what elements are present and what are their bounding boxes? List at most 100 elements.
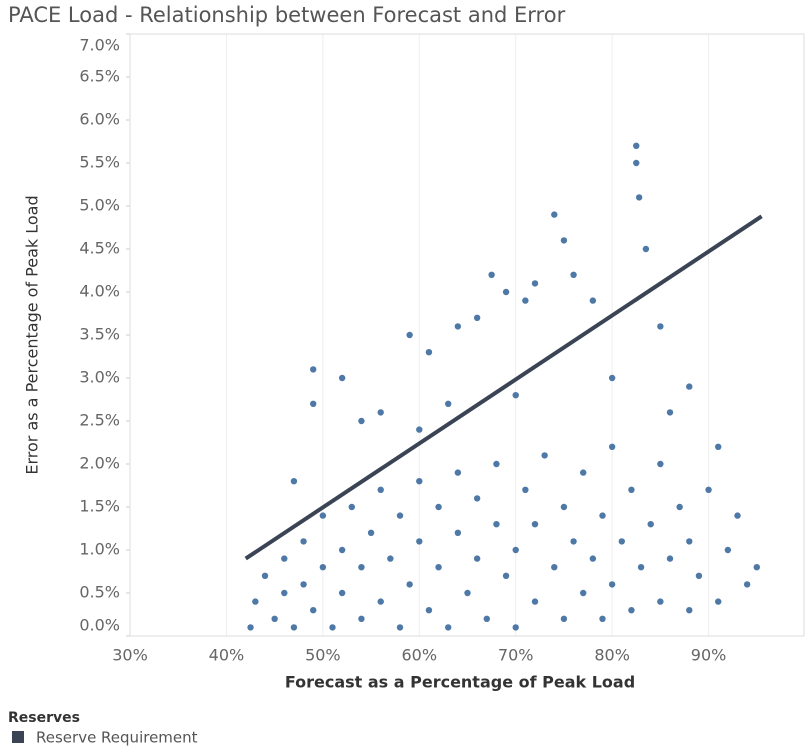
scatter-point xyxy=(416,538,423,545)
scatter-point xyxy=(454,529,462,536)
scatter-point xyxy=(657,323,664,330)
scatter-point xyxy=(580,469,587,476)
y-tick-label: 6.5% xyxy=(79,67,120,86)
scatter-point xyxy=(531,280,539,287)
scatter-point xyxy=(387,555,394,562)
scatter-point xyxy=(647,521,654,528)
x-tick-label: 30% xyxy=(112,646,148,665)
scatter-point xyxy=(589,297,597,304)
chart-title: PACE Load - Relationship between Forecas… xyxy=(8,3,566,27)
scatter-point xyxy=(435,564,442,571)
y-tick-label: 4.0% xyxy=(79,282,120,301)
scatter-point xyxy=(512,392,519,399)
scatter-point xyxy=(488,271,495,278)
scatter-point xyxy=(580,589,587,597)
y-tick-label: 2.0% xyxy=(79,454,120,473)
scatter-point xyxy=(637,564,645,571)
x-tick-label: 40% xyxy=(209,646,245,665)
scatter-point xyxy=(338,589,346,597)
scatter-point xyxy=(329,624,336,631)
y-tick-label: 1.5% xyxy=(79,497,120,516)
scatter-point xyxy=(589,555,597,562)
scatter-point xyxy=(445,400,452,407)
y-tick-label: 3.5% xyxy=(79,325,120,344)
scatter-point xyxy=(560,615,568,622)
scatter-point xyxy=(715,443,722,450)
scatter-point xyxy=(705,486,712,493)
scatter-point xyxy=(473,495,481,502)
x-tick-label: 90% xyxy=(691,646,727,665)
y-tick-label: 6.0% xyxy=(79,110,120,129)
scatter-point xyxy=(657,460,664,468)
scatter-point xyxy=(686,607,693,614)
y-tick-label: 4.5% xyxy=(79,239,120,258)
y-tick-label: 3.0% xyxy=(79,368,120,387)
scatter-point xyxy=(416,478,423,485)
scatter-point xyxy=(338,546,346,554)
scatter-point xyxy=(290,478,298,485)
scatter-point xyxy=(695,572,703,579)
y-tick-label: 1.0% xyxy=(79,540,120,559)
scatter-point xyxy=(608,374,616,382)
legend-label: Reserve Requirement xyxy=(36,729,198,747)
scatter-point xyxy=(599,615,606,622)
scatter-point xyxy=(377,409,384,416)
line xyxy=(244,214,763,561)
scatter-point xyxy=(743,581,751,588)
scatter-point xyxy=(464,589,471,597)
scatter-point xyxy=(686,383,693,390)
scatter-point xyxy=(367,529,375,536)
y-tick-label: 5.0% xyxy=(79,196,120,215)
scatter-point xyxy=(454,469,462,476)
scatter-point xyxy=(358,417,365,425)
scatter-point xyxy=(377,598,384,605)
scatter-point xyxy=(319,512,327,519)
scatter-point xyxy=(252,598,259,605)
scatter-point xyxy=(512,624,519,631)
scatter-point xyxy=(531,598,539,605)
scatter-point xyxy=(753,564,760,571)
scatter-point xyxy=(406,581,413,588)
scatter-point xyxy=(628,607,635,614)
scatter-point xyxy=(396,624,404,631)
plot-frame xyxy=(129,33,805,637)
scatter-point xyxy=(416,426,423,433)
scatter-point xyxy=(310,366,317,373)
scatter-point xyxy=(247,624,254,631)
scatter-point xyxy=(724,546,732,554)
scatter-point xyxy=(281,589,288,597)
scatter-point xyxy=(628,486,635,493)
scatter-point xyxy=(396,512,404,519)
y-axis-title: Error as a Percentage of Peak Load xyxy=(23,195,42,474)
scatter-point xyxy=(734,512,741,519)
scatter-point xyxy=(551,211,558,218)
scatter-point xyxy=(608,443,616,450)
scatter-point xyxy=(281,555,288,562)
scatter-point xyxy=(608,581,616,588)
scatter-point xyxy=(512,546,519,554)
scatter-point xyxy=(633,142,640,149)
scatter-point xyxy=(473,314,481,321)
scatter-point xyxy=(676,503,683,511)
scatter-point xyxy=(271,615,278,622)
scatter-point xyxy=(454,323,462,330)
scatter-point xyxy=(435,503,442,511)
scatter-point xyxy=(377,486,384,493)
scatter-point xyxy=(338,374,346,382)
scatter-point xyxy=(541,452,548,459)
scatter-point xyxy=(261,572,269,579)
x-tick-label: 50% xyxy=(305,646,341,665)
scatter-point xyxy=(633,159,640,167)
x-tick-label: 70% xyxy=(498,646,534,665)
scatter-point xyxy=(493,521,500,528)
scatter-point xyxy=(635,194,643,201)
x-tick-label: 80% xyxy=(594,646,630,665)
scatter-point xyxy=(657,598,664,605)
y-tick-label: 0.5% xyxy=(79,583,120,602)
scatter-point xyxy=(599,512,606,519)
scatter-point xyxy=(522,297,529,304)
scatter-point xyxy=(560,237,568,244)
x-tick-label: 60% xyxy=(402,646,438,665)
scatter-point xyxy=(715,598,722,605)
scatter-point xyxy=(551,564,558,571)
